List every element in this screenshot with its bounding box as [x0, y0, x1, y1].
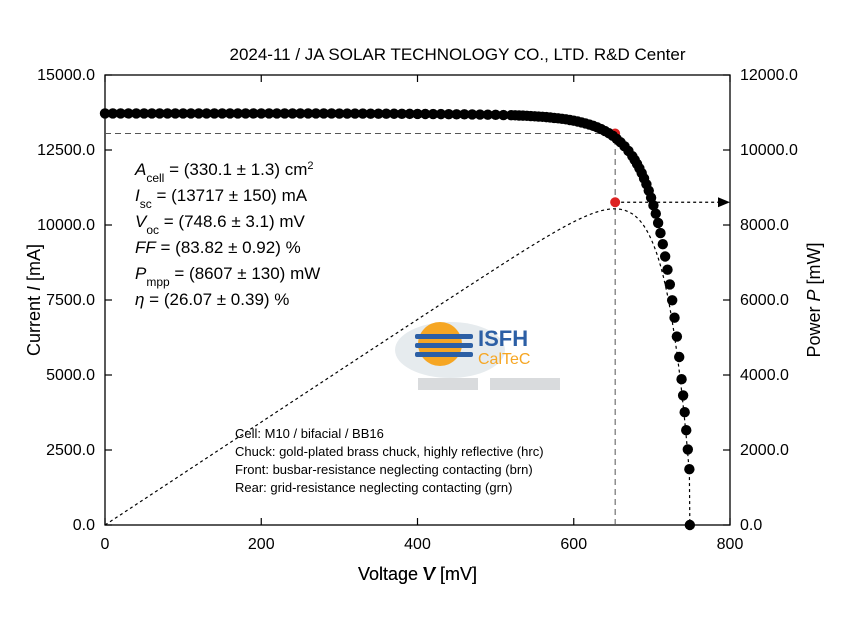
- x-tick-label: 400: [404, 536, 431, 553]
- yl-tick-label: 15000.0: [37, 67, 95, 84]
- mpp-arrow-head: [718, 197, 730, 207]
- yr-tick-label: 12000.0: [740, 67, 798, 84]
- x-tick-label: 800: [717, 536, 744, 553]
- param-line: η = (26.07 ± 0.39) %: [135, 290, 289, 309]
- x-tick-label: 600: [560, 536, 587, 553]
- yr-tick-label: 8000.0: [740, 217, 789, 234]
- yl-tick-label: 12500.0: [37, 142, 95, 159]
- yl-axis-title: Current I [mA]: [24, 244, 44, 356]
- yr-tick-label: 6000.0: [740, 292, 789, 309]
- yl-tick-label: 5000.0: [46, 367, 95, 384]
- iv-chart: 0200400600800Voltage V [mV]Voltage V [mV…: [0, 0, 859, 621]
- x-axis-title-styled: Voltage V [mV]: [358, 564, 477, 584]
- x-tick-label: 200: [248, 536, 275, 553]
- yl-tick-label: 2500.0: [46, 442, 95, 459]
- yr-tick-label: 2000.0: [740, 442, 789, 459]
- yr-tick-label: 10000.0: [740, 142, 798, 159]
- param-line: Isc = (13717 ± 150) mA: [135, 186, 308, 211]
- param-line: Voc = (748.6 ± 3.1) mV: [135, 212, 306, 237]
- param-line: FF = (83.82 ± 0.92) %: [135, 238, 301, 257]
- x-tick-label: 0: [101, 536, 110, 553]
- yl-tick-label: 10000.0: [37, 217, 95, 234]
- param-line: Acell = (330.1 ± 1.3) cm2: [134, 160, 314, 185]
- param-line: Pmpp = (8607 ± 130) mW: [135, 264, 320, 289]
- chart-title: 2024-11 / JA SOLAR TECHNOLOGY CO., LTD. …: [229, 45, 685, 64]
- yr-tick-label: 0.0: [740, 517, 762, 534]
- logo-text-caltec: CalTeC: [478, 351, 530, 368]
- notes-line: Rear: grid-resistance neglecting contact…: [235, 480, 512, 495]
- yl-tick-label: 0.0: [73, 517, 95, 534]
- isfh-logo: ISFHCalTeC: [395, 322, 560, 390]
- yr-tick-label: 4000.0: [740, 367, 789, 384]
- notes-line: Cell: M10 / bifacial / BB16: [235, 426, 384, 441]
- yl-tick-label: 7500.0: [46, 292, 95, 309]
- logo-text-isfh: ISFH: [478, 326, 528, 351]
- yr-axis-title: Power P [mW]: [804, 242, 824, 357]
- chart-svg: 0200400600800Voltage V [mV]Voltage V [mV…: [0, 0, 859, 621]
- mpp-point-pv: [610, 197, 620, 207]
- notes-line: Chuck: gold-plated brass chuck, highly r…: [235, 444, 544, 459]
- notes-line: Front: busbar-resistance neglecting cont…: [235, 462, 533, 477]
